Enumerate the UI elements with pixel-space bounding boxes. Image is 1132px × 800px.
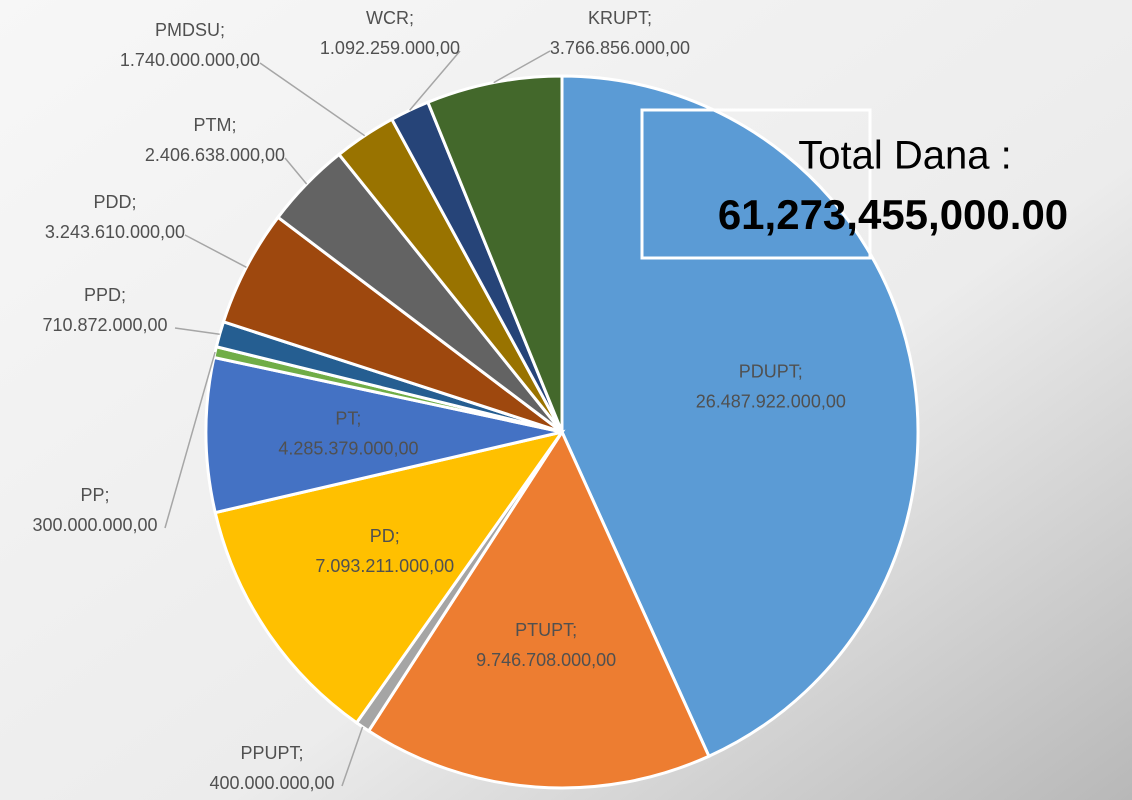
leader-line: [184, 234, 247, 268]
category-label: PTM;: [194, 115, 237, 135]
pie-slice: [366, 428, 711, 790]
leader-line: [174, 327, 220, 335]
category-label: PP;: [80, 485, 109, 505]
total-box: [640, 108, 872, 260]
leader-line: [259, 62, 366, 137]
category-label: PMDSU;: [155, 20, 225, 40]
category-label: PD;: [370, 526, 400, 546]
category-label: PPD;: [84, 285, 126, 305]
leader-line: [493, 50, 551, 84]
leader-line: [284, 157, 308, 185]
value-label: 4.285.379.000,00: [278, 439, 418, 459]
value-label: 1.740.000.000,00: [120, 50, 260, 70]
category-label: PDD;: [93, 192, 136, 212]
value-label: 9.746.708.000,00: [476, 650, 616, 670]
category-label: WCR;: [366, 8, 414, 28]
value-label: 3.243.610.000,00: [45, 222, 185, 242]
leader-line: [341, 726, 364, 787]
value-label: 2.406.638.000,00: [145, 145, 285, 165]
category-label: PTUPT;: [515, 620, 577, 640]
value-label: 26.487.922.000,00: [696, 392, 846, 412]
leader-line: [164, 351, 216, 529]
category-label: PPUPT;: [240, 743, 303, 763]
value-label: 710.872.000,00: [42, 315, 167, 335]
total-label: Total Dana :: [798, 134, 1011, 178]
total-value: 61,273,455,000.00: [718, 191, 1068, 238]
category-label: PT;: [335, 409, 361, 429]
leader-line: [409, 50, 461, 111]
value-label: 7.093.211.000,00: [315, 556, 454, 576]
pie-slice: [204, 355, 563, 515]
value-label: 3.766.856.000,00: [550, 38, 690, 58]
value-label: 1.092.259.000,00: [320, 38, 460, 58]
category-label: PDUPT;: [739, 362, 803, 382]
pie-slice: [560, 74, 920, 759]
pie: [204, 74, 920, 790]
labels: PDUPT; 26.487.922.000,00 PTUPT; 9.746.708.0…: [32, 8, 845, 793]
value-label: 400.000.000,00: [209, 773, 334, 793]
pie-slice: [213, 429, 566, 725]
value-label: 300.000.000,00: [32, 515, 157, 535]
category-label: KRUPT;: [588, 8, 652, 28]
pie-slice: [425, 74, 564, 433]
